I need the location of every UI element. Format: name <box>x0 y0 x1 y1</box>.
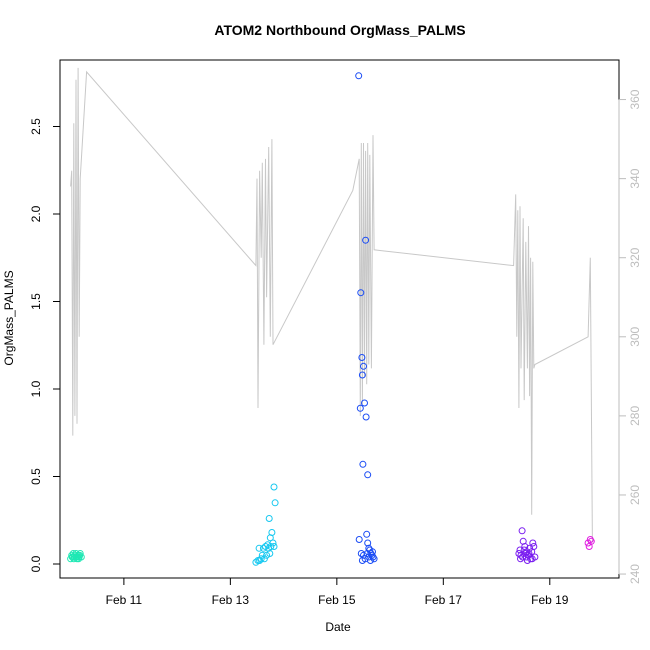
y2-tick-label: 240 <box>628 564 642 584</box>
x-axis: Feb 11 Feb 13 Feb 15 Feb 17 Feb 19 <box>106 577 569 607</box>
data-point <box>364 471 372 479</box>
data-point <box>523 548 531 556</box>
data-point <box>518 527 526 535</box>
data-point <box>68 553 76 561</box>
y-tick-label: 2.0 <box>29 205 43 222</box>
y-tick-label: 0.0 <box>29 555 43 572</box>
y2-tick-label: 280 <box>628 406 642 426</box>
data-point <box>587 537 595 545</box>
chart-title: ATOM2 Northbound OrgMass_PALMS <box>214 22 465 38</box>
data-point <box>362 236 370 244</box>
data-point <box>366 557 374 564</box>
data-point <box>364 539 372 547</box>
x-axis-label: Date <box>325 620 351 634</box>
y2-tick-label: 320 <box>628 247 642 267</box>
data-point <box>271 499 279 507</box>
data-point <box>367 550 375 557</box>
data-point <box>355 72 363 80</box>
y-tick-label: 1.5 <box>29 293 43 310</box>
data-point <box>355 536 363 543</box>
data-point <box>270 483 278 491</box>
y-tick-label: 2.5 <box>29 118 43 135</box>
data-point <box>362 413 370 421</box>
data-point <box>528 555 536 563</box>
data-point <box>525 550 533 557</box>
data-point <box>529 539 537 547</box>
data-point <box>516 546 524 554</box>
data-point <box>358 371 366 379</box>
data-point <box>74 553 82 561</box>
data-point <box>70 553 78 561</box>
data-point <box>258 551 266 559</box>
x-tick-label: Feb 19 <box>531 593 569 607</box>
y-axis-right: 240 260 280 300 320 340 360 <box>618 89 642 584</box>
data-point <box>252 558 260 566</box>
data-point <box>69 550 77 557</box>
data-point <box>260 555 268 563</box>
x-tick-label: Feb 13 <box>212 593 250 607</box>
data-point <box>363 550 371 557</box>
data-point <box>363 530 371 538</box>
data-point <box>357 289 365 297</box>
data-point <box>359 460 367 468</box>
y2-tick-label: 300 <box>628 326 642 346</box>
y-tick-label: 1.0 <box>29 380 43 397</box>
data-point <box>519 553 527 561</box>
data-point <box>360 362 367 370</box>
data-point <box>259 544 267 552</box>
x-tick-label: Feb 11 <box>106 593 143 607</box>
data-point <box>358 354 366 361</box>
y-tick-label: 0.5 <box>29 468 43 485</box>
y-axis-label: OrgMass_PALMS <box>2 270 16 365</box>
data-point <box>517 555 524 563</box>
line-series <box>70 67 593 543</box>
data-point <box>266 550 274 557</box>
data-point <box>356 404 364 412</box>
data-point <box>365 553 373 561</box>
data-point <box>358 557 366 564</box>
x-tick-label: Feb 15 <box>318 593 356 607</box>
data-point <box>530 543 538 550</box>
data-point <box>267 543 275 550</box>
x-tick-label: Feb 17 <box>425 593 463 607</box>
data-point <box>257 555 265 563</box>
data-point <box>361 399 368 407</box>
data-point <box>265 515 273 522</box>
y2-tick-label: 340 <box>628 168 642 188</box>
y2-tick-label: 360 <box>628 89 642 109</box>
y-axis-left: 0.0 0.5 1.0 1.5 2.0 2.5 <box>29 118 61 572</box>
data-point <box>255 544 263 552</box>
line-series-layer <box>70 67 593 543</box>
data-point <box>270 543 278 550</box>
scatter-points-layer <box>67 72 595 566</box>
y2-tick-label: 260 <box>628 485 642 505</box>
data-point <box>268 529 276 536</box>
data-point <box>269 539 277 547</box>
